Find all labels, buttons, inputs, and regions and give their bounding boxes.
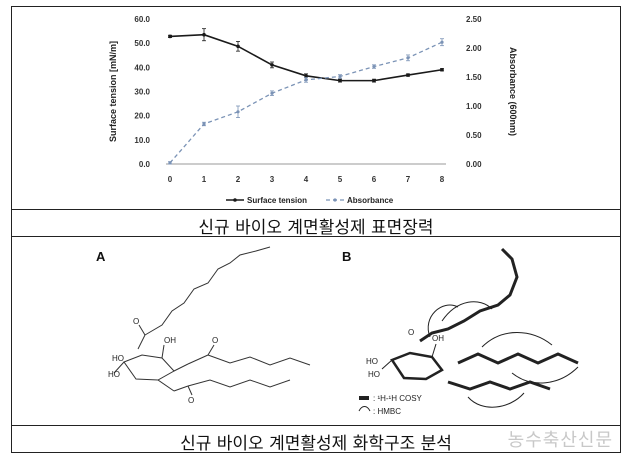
y2-tick-label: 2.50: [466, 15, 482, 24]
svg-text:HO: HO: [108, 370, 120, 379]
y2-tick-label: 2.00: [466, 44, 482, 53]
y2-tick-label: 0.00: [466, 160, 482, 169]
structure-a-sugar-ring: [123, 354, 175, 381]
structure-a-lower-chain: [187, 379, 291, 388]
y2-tick-label: 0.50: [466, 131, 482, 140]
y-tick-label: 20.0: [134, 112, 150, 121]
svg-text:HO: HO: [368, 370, 380, 379]
x-tick-label: 0: [168, 175, 173, 184]
data-point: [236, 44, 240, 49]
panel-b-label: B: [342, 249, 351, 264]
hmbc-arrow-2: [427, 304, 459, 338]
structure-b-sugar-ring: [390, 351, 444, 381]
hmbc-arrow-4: [511, 366, 579, 384]
svg-text:OH: OH: [432, 334, 444, 343]
y-tick-label: 30.0: [134, 88, 150, 97]
data-point: [406, 73, 410, 77]
legend-marker-surface-tension: [233, 198, 237, 202]
data-point: [440, 40, 444, 44]
x-tick-label: 5: [338, 175, 343, 184]
legend-label-absorbance: Absorbance: [347, 196, 394, 205]
x-tick-label: 8: [440, 175, 445, 184]
data-point: [304, 78, 308, 82]
caption-top: 신규 바이오 계면활성제 표면장력: [198, 218, 434, 238]
data-point: [270, 91, 274, 95]
y-axis-label: Surface tension [mN/m]: [108, 41, 118, 142]
structure-a-middle-chain: [207, 354, 311, 366]
caption-bottom-box: 신규 바이오 계면활성제 화학구조 분석: [11, 425, 621, 454]
data-point: [406, 56, 410, 60]
x-tick-label: 7: [406, 175, 411, 184]
structure-b-atom-labels: HO HO OH O: [366, 328, 444, 379]
legend-label-surface-tension: Surface tension: [247, 196, 307, 205]
y-tick-label: 0.0: [139, 160, 151, 169]
hmbc-legend-label: : HMBC: [373, 407, 401, 416]
line-chart: 0.0 10.0 20.0 30.0 40.0 50.0 60.0 0.00 0.50 1.00 1…: [108, 15, 518, 205]
structure-a-atom-labels: HO HO OH O O O: [108, 317, 218, 405]
hmbc-arrow-1: [441, 301, 493, 322]
data-point: [338, 78, 342, 83]
hmbc-legend-arrow: [358, 406, 371, 412]
data-point: [440, 67, 444, 72]
y2-tick-label: 1.00: [466, 102, 482, 111]
data-point: [338, 74, 342, 79]
series-line-absorbance: [169, 41, 443, 164]
svg-text:O: O: [188, 396, 194, 405]
y-tick-label: 50.0: [134, 39, 150, 48]
svg-text:O: O: [133, 317, 139, 326]
data-point: [168, 34, 172, 39]
structure-b-lower-chain: [447, 380, 551, 391]
panel-a-label: A: [96, 249, 106, 264]
svg-text:OH: OH: [164, 336, 176, 345]
watermark-logo: 농수축산신문: [507, 430, 613, 451]
structure-b: [358, 247, 579, 412]
y-tick-label: 60.0: [134, 15, 150, 24]
structure-b-upper-chain: [419, 247, 519, 343]
y-tick-label: 40.0: [134, 63, 150, 72]
x-tick-label: 2: [236, 175, 241, 184]
svg-text:HO: HO: [112, 354, 124, 363]
chemical-structure-figure: A HO HO OH O O O: [96, 246, 579, 416]
data-point: [168, 161, 172, 165]
data-point: [202, 32, 206, 37]
data-point: [304, 73, 308, 78]
data-point: [270, 63, 274, 67]
structure-b-middle-chain: [457, 352, 579, 365]
data-point: [372, 78, 376, 83]
x-tick-label: 1: [202, 175, 207, 184]
data-point: [202, 122, 206, 126]
caption-bottom: 신규 바이오 계면활성제 화학구조 분석: [180, 434, 452, 454]
hmbc-arrow-5: [467, 392, 525, 408]
structure-panel: A HO HO OH O O O: [11, 236, 621, 426]
y2-axis-label: Absorbance (600nm): [508, 47, 518, 136]
x-tick-label: 6: [372, 175, 377, 184]
svg-text:O: O: [408, 328, 414, 337]
x-tick-label: 4: [304, 175, 309, 184]
caption-top-box: 신규 바이오 계면활성제 표면장력: [11, 209, 621, 238]
data-point: [372, 64, 376, 69]
cosy-legend-label: : ¹H-¹H COSY: [373, 394, 423, 403]
structure-a-upper-chain: [144, 246, 271, 336]
structure-a: [113, 246, 311, 396]
legend-marker-absorbance: [333, 198, 337, 202]
svg-text:HO: HO: [366, 357, 378, 366]
svg-text:O: O: [212, 336, 218, 345]
y2-tick-label: 1.50: [466, 73, 482, 82]
x-tick-label: 3: [270, 175, 275, 184]
data-point: [236, 110, 240, 114]
y-tick-label: 10.0: [134, 136, 150, 145]
hmbc-arrow-3: [481, 332, 553, 348]
chart-panel: 0.0 10.0 20.0 30.0 40.0 50.0 60.0 0.00 0.50 1.00 1…: [11, 6, 621, 210]
